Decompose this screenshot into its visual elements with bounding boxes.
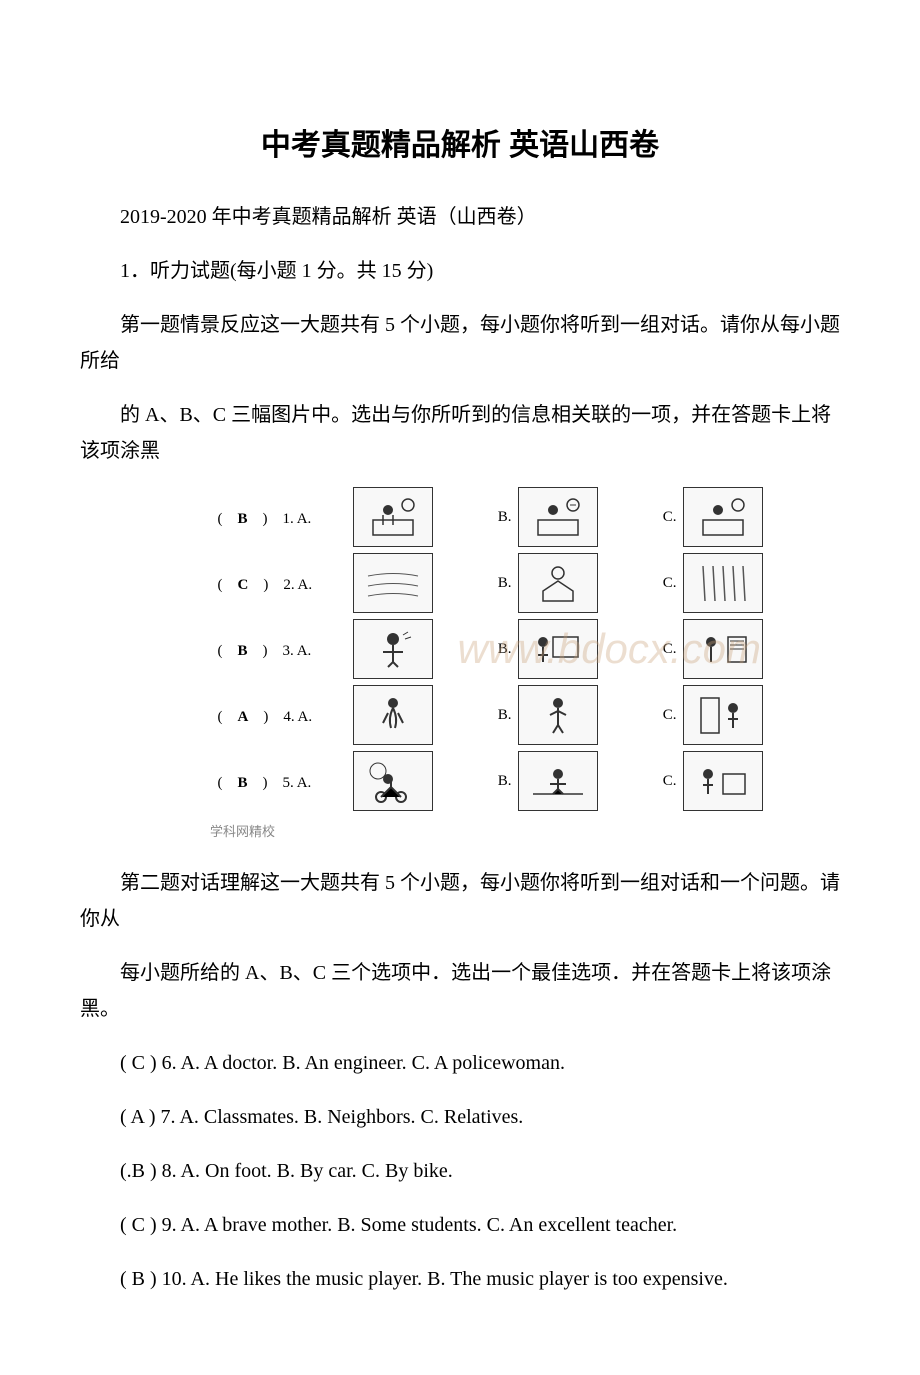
- picture-option-a: [353, 751, 433, 811]
- question-9: ( C ) 9. A. A brave mother. B. Some stud…: [80, 1207, 840, 1243]
- answer-label: ( B ) 3. A.: [218, 639, 353, 660]
- picture-option-b: [518, 487, 598, 547]
- option-c-label: C.: [598, 641, 683, 658]
- section1-intro-line1: 第一题情景反应这一大题共有 5 个小题，每小题你将听到一组对话。请你从每小题所给: [80, 307, 840, 379]
- picture-row: ( B ) 3. A. B. C. www.bdocx.com: [218, 619, 763, 679]
- picture-option-c: [683, 619, 763, 679]
- picture-option-c: [683, 487, 763, 547]
- picture-option-b: [518, 751, 598, 811]
- question-7: ( A ) 7. A. Classmates. B. Neighbors. C.…: [80, 1099, 840, 1135]
- option-c-label: C.: [598, 509, 683, 526]
- picture-option-a: [353, 553, 433, 613]
- answer-label: ( C ) 2. A.: [218, 573, 353, 594]
- picture-option-c: [683, 685, 763, 745]
- picture-question-block: ( B ) 1. A. B. C. ( C ) 2. A. B. C. ( B …: [80, 487, 840, 840]
- picture-option-a: [353, 685, 433, 745]
- option-b-label: B.: [433, 575, 518, 592]
- picture-option-a: [353, 619, 433, 679]
- picture-row: ( C ) 2. A. B. C.: [218, 553, 763, 613]
- option-c-label: C.: [598, 707, 683, 724]
- option-b-label: B.: [433, 641, 518, 658]
- picture-option-a: [353, 487, 433, 547]
- page-title: 中考真题精品解析 英语山西卷: [80, 120, 840, 164]
- answer-label: ( B ) 1. A.: [218, 507, 353, 528]
- option-b-label: B.: [433, 707, 518, 724]
- picture-option-b: [518, 553, 598, 613]
- footer-note: 学科网精校: [140, 821, 275, 840]
- option-c-label: C.: [598, 773, 683, 790]
- picture-option-b: [518, 619, 598, 679]
- picture-option-c: [683, 553, 763, 613]
- picture-option-c: [683, 751, 763, 811]
- question-6: ( C ) 6. A. A doctor. B. An engineer. C.…: [80, 1045, 840, 1081]
- picture-option-b: [518, 685, 598, 745]
- option-c-label: C.: [598, 575, 683, 592]
- answer-label: ( B ) 5. A.: [218, 771, 353, 792]
- answer-label: ( A ) 4. A.: [218, 705, 353, 726]
- question-10: ( B ) 10. A. He likes the music player. …: [80, 1261, 840, 1297]
- subtitle: 2019-2020 年中考真题精品解析 英语（山西卷）: [80, 199, 840, 235]
- option-b-label: B.: [433, 509, 518, 526]
- section2-intro-line1: 第二题对话理解这一大题共有 5 个小题，每小题你将听到一组对话和一个问题。请你从: [80, 865, 840, 937]
- option-b-label: B.: [433, 773, 518, 790]
- section1-header: 1．听力试题(每小题 1 分。共 15 分): [80, 253, 840, 289]
- question-8: (.B ) 8. A. On foot. B. By car. C. By bi…: [80, 1153, 840, 1189]
- picture-row: ( B ) 5. A. B. C.: [218, 751, 763, 811]
- section1-intro-line2: 的 A、B、C 三幅图片中。选出与你所听到的信息相关联的一项，并在答题卡上将该项…: [80, 397, 840, 469]
- section2-intro-line2: 每小题所给的 A、B、C 三个选项中．选出一个最佳选项．并在答题卡上将该项涂黑。: [80, 955, 840, 1027]
- picture-row: ( B ) 1. A. B. C.: [218, 487, 763, 547]
- picture-row: ( A ) 4. A. B. C.: [218, 685, 763, 745]
